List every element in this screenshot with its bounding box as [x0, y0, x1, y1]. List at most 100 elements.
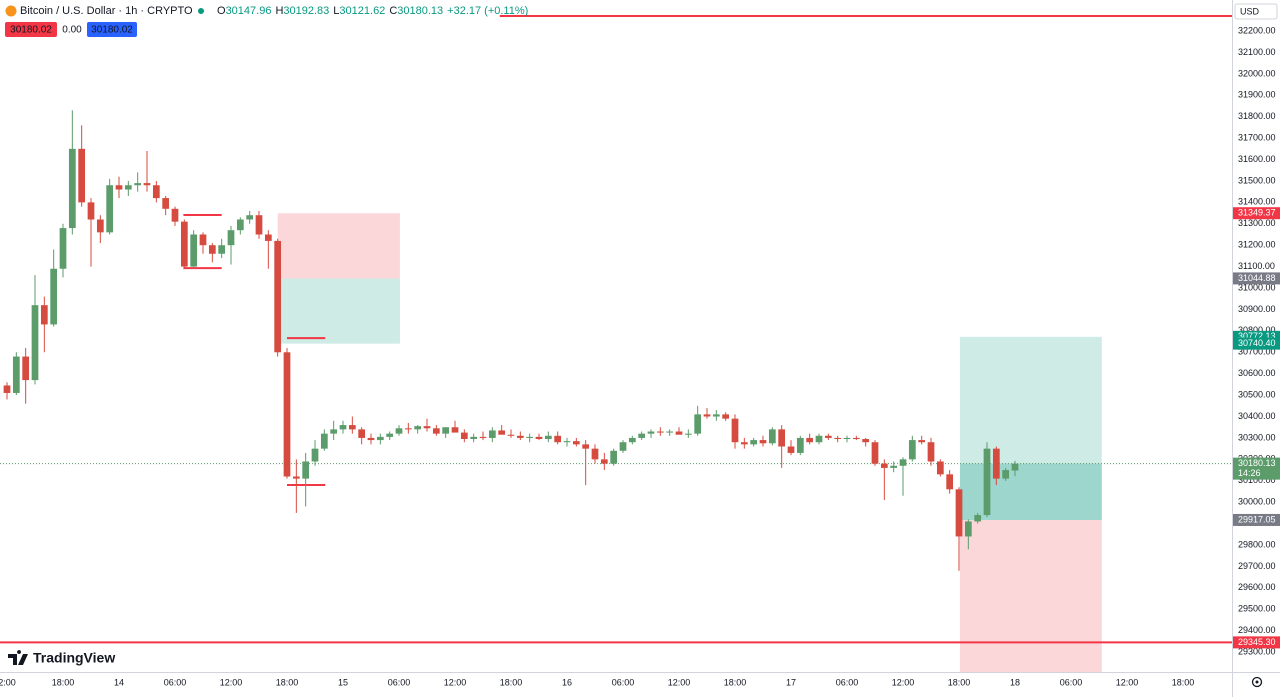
candle-body: [386, 433, 394, 437]
ohlc-key: H: [275, 5, 283, 17]
candle-body: [806, 437, 814, 443]
position-target-zone: [277, 278, 400, 344]
x-tick-label: 12:00: [892, 677, 915, 687]
candle-body: [236, 219, 244, 231]
y-tick-label: 30700.00: [1238, 347, 1276, 357]
candle-body: [218, 245, 226, 254]
candle-body: [600, 459, 608, 464]
x-tick-label: 12:00: [1116, 677, 1139, 687]
price-label-text: 30180.13: [1238, 458, 1276, 468]
x-tick-label: 06:00: [836, 677, 859, 687]
trade-button[interactable]: [5, 22, 57, 37]
currency-button[interactable]: [1234, 3, 1278, 20]
candle-body: [106, 185, 114, 233]
candle-body: [3, 385, 11, 393]
candle-body: [759, 440, 767, 444]
candle-body: [134, 183, 142, 186]
candle-body: [87, 202, 95, 220]
candle-body: [143, 183, 151, 186]
candle-body: [834, 437, 842, 440]
candle-body: [283, 352, 291, 477]
candle-body: [787, 446, 795, 453]
y-tick-label: 29500.00: [1238, 604, 1276, 614]
y-tick-label: 29800.00: [1238, 539, 1276, 549]
position-stop-zone: [277, 213, 400, 279]
candle-body: [955, 489, 963, 537]
candle-body: [311, 448, 319, 462]
candle-body: [367, 437, 375, 441]
x-tick-label: 18:00: [52, 677, 75, 687]
trade-button-label[interactable]: 0.00: [62, 25, 82, 36]
trade-button[interactable]: [87, 22, 137, 37]
settings-icon[interactable]: [1251, 676, 1263, 688]
candle-body: [582, 444, 590, 449]
x-tick-label: 12:00: [220, 677, 243, 687]
candle-body: [442, 427, 450, 434]
x-tick-label: 18:00: [724, 677, 747, 687]
candle-body: [227, 230, 235, 246]
y-tick-label: 31900.00: [1238, 90, 1276, 100]
candle-body: [460, 432, 468, 440]
candle-body: [1011, 463, 1019, 471]
candle-body: [544, 435, 552, 440]
candle-body: [768, 429, 776, 444]
candle-body: [1002, 470, 1010, 479]
candle-body: [936, 461, 944, 475]
candle-body: [712, 414, 720, 417]
candle-body: [59, 228, 67, 269]
price-label-text: 31044.88: [1238, 273, 1276, 283]
candle-body: [824, 435, 832, 438]
y-tick-label: 30800.00: [1238, 325, 1276, 335]
candle-body: [199, 234, 207, 246]
candle-body: [208, 245, 216, 254]
candle-body: [404, 428, 412, 430]
candle-body: [731, 418, 739, 443]
candle-body: [376, 436, 384, 441]
trade-button-label[interactable]: 30180.02: [91, 25, 133, 36]
change: +32.17 (+0.11%): [447, 5, 528, 17]
x-tick-label: 06:00: [164, 677, 187, 687]
price-label: [1233, 272, 1280, 285]
candle-body: [778, 429, 786, 447]
candle-body: [871, 442, 879, 464]
x-tick-label: 18:00: [948, 677, 971, 687]
candle-body: [992, 448, 1000, 479]
candle-body: [451, 427, 459, 433]
candle-body: [927, 442, 935, 462]
candle-body: [908, 440, 916, 460]
candle-body: [862, 439, 870, 443]
price-label: [1233, 636, 1280, 649]
position-target-zone: [959, 336, 1102, 520]
watermark: TradingView: [33, 650, 115, 666]
plot-area: [0, 15, 1232, 672]
x-tick-label: 18:00: [1172, 677, 1195, 687]
symbol-title: Bitcoin / U.S. Dollar · 1h · CRYPTO: [20, 5, 193, 17]
candle-body: [610, 450, 618, 464]
candle-body: [507, 434, 515, 436]
y-tick-label: 32000.00: [1238, 68, 1276, 78]
trade-button-label[interactable]: 30180.02: [10, 25, 52, 36]
gear[interactable]: [1251, 676, 1263, 688]
position-pnl-zone: [959, 463, 1102, 520]
gear-center[interactable]: [1255, 680, 1259, 684]
candle-body: [12, 356, 20, 393]
candle-body: [843, 437, 851, 440]
ohlc-value: 30147.96: [226, 5, 272, 17]
y-tick-label: 30900.00: [1238, 304, 1276, 314]
candle-body: [348, 425, 356, 430]
x-tick-label: 06:00: [388, 677, 411, 687]
ohlc-value: 30121.62: [339, 5, 385, 17]
candle-body: [190, 234, 198, 267]
ohlc-value: 30192.83: [283, 5, 329, 17]
y-tick-label: 29700.00: [1238, 561, 1276, 571]
candle-body: [255, 215, 263, 235]
currency: USD: [1240, 6, 1260, 16]
candle-body: [899, 459, 907, 466]
candle-body: [526, 436, 534, 438]
x-tick-label: 14: [114, 677, 124, 687]
candle-body: [358, 429, 366, 438]
candle-body: [78, 148, 86, 203]
price-label-text: 29917.05: [1238, 514, 1276, 524]
candle-body: [638, 433, 646, 438]
market-status: [198, 8, 204, 14]
